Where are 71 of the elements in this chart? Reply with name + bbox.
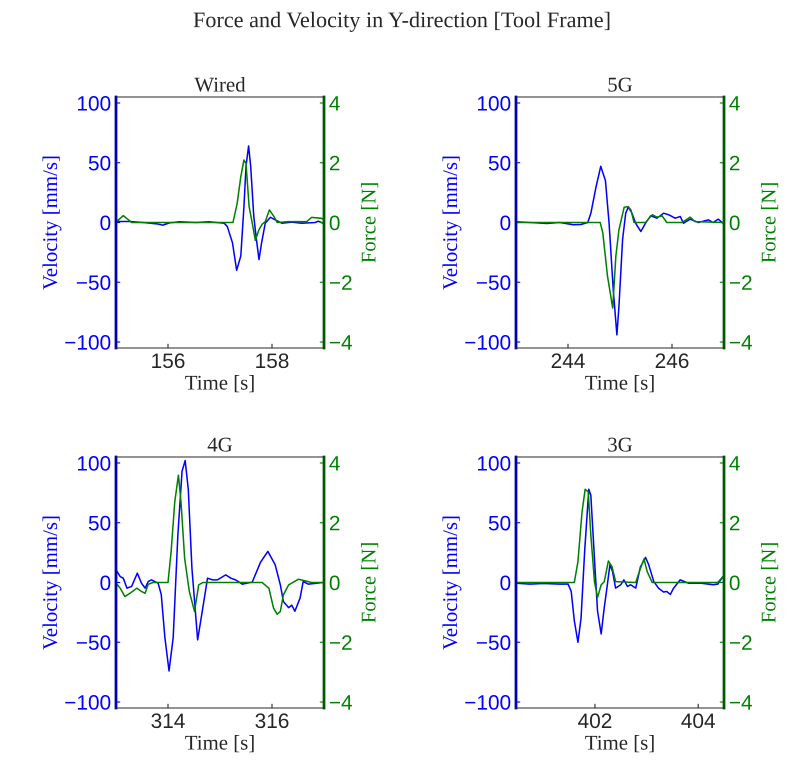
y-axis-title: Velocity [mm/s]	[442, 156, 462, 290]
y-tick-label: −50	[76, 275, 110, 290]
y-tick-label: 100	[478, 96, 510, 111]
y2-tick-label: −4	[730, 335, 752, 350]
y2-tick-label: −2	[730, 275, 752, 290]
y2-tick-label: 4	[329, 96, 340, 111]
line-series	[516, 488, 724, 598]
line-series	[116, 159, 324, 242]
chart-title: 5G	[608, 78, 632, 92]
y2-tick-label: 0	[330, 216, 340, 230]
text: Force and Velocity in Y-direction [Tool Frame]	[194, 12, 610, 32]
y2-tick-label: −2	[330, 275, 352, 290]
y2-tick-label: 2	[730, 156, 740, 170]
line-series	[116, 474, 324, 615]
y-tick-label: 100	[78, 96, 110, 111]
x-axis-title: Time [s]	[185, 735, 254, 752]
y-tick-label: −100	[65, 695, 110, 710]
y-axis-title: Velocity [mm/s]	[42, 156, 62, 290]
y-tick-label: 100	[78, 456, 110, 471]
y-tick-label: −100	[65, 335, 110, 350]
y2-tick-label: −4	[730, 695, 752, 710]
line-series	[516, 206, 724, 309]
y-tick-label: −100	[465, 695, 510, 710]
x-tick-label: 404	[681, 713, 715, 728]
x-tick-label: 156	[152, 353, 184, 368]
x-tick-label: 158	[256, 353, 288, 368]
y2-tick-label: 0	[730, 216, 740, 230]
y2-axis-title: Force [N]	[360, 183, 378, 263]
y2-axis-title: Force [N]	[760, 543, 778, 623]
y-tick-label: −50	[476, 635, 510, 650]
x-tick-label: 246	[656, 353, 688, 368]
chart-title: Wired	[194, 76, 246, 92]
x-tick-label: 402	[578, 713, 612, 728]
y-axis-title: Velocity [mm/s]	[42, 516, 62, 650]
x-axis-title: Time [s]	[585, 735, 654, 752]
y2-tick-label: −4	[330, 335, 352, 350]
y2-tick-label: 4	[729, 96, 740, 111]
y-tick-label: 100	[478, 456, 510, 471]
y-tick-label: −100	[465, 335, 510, 350]
y2-tick-label: 0	[330, 576, 340, 590]
line-series	[516, 166, 724, 336]
y-tick-label: −50	[76, 635, 110, 650]
y2-tick-label: 2	[330, 516, 340, 530]
y2-tick-label: 0	[730, 576, 740, 590]
line-series	[516, 488, 724, 644]
chart-title: 4G	[208, 438, 232, 452]
y-tick-label: 0	[500, 576, 510, 590]
y-axis-title: Velocity [mm/s]	[442, 516, 462, 650]
x-tick-label: 314	[151, 713, 185, 728]
y-tick-label: 50	[488, 516, 510, 530]
chart-title: 3G	[608, 438, 632, 452]
y2-tick-label: −2	[730, 635, 752, 650]
x-axis-title: Time [s]	[185, 375, 254, 392]
y2-axis-title: Force [N]	[360, 543, 378, 623]
y2-axis-title: Force [N]	[760, 183, 778, 263]
x-tick-label: 316	[255, 713, 288, 728]
y-tick-label: 0	[100, 216, 110, 230]
y2-tick-label: −2	[330, 635, 352, 650]
y-tick-label: 0	[100, 576, 110, 590]
y2-tick-label: 2	[330, 156, 340, 170]
y-tick-label: 50	[88, 516, 110, 530]
y2-tick-label: −4	[330, 695, 352, 710]
y-tick-label: 50	[88, 156, 110, 170]
x-axis-title: Time [s]	[585, 375, 654, 392]
y2-tick-label: 2	[730, 516, 740, 530]
y-tick-label: 0	[500, 216, 510, 230]
x-tick-label: 244	[552, 353, 585, 368]
y-tick-label: 50	[488, 156, 510, 170]
y2-tick-label: 4	[329, 456, 340, 471]
y2-tick-label: 4	[729, 456, 740, 471]
y-tick-label: −50	[476, 275, 510, 290]
